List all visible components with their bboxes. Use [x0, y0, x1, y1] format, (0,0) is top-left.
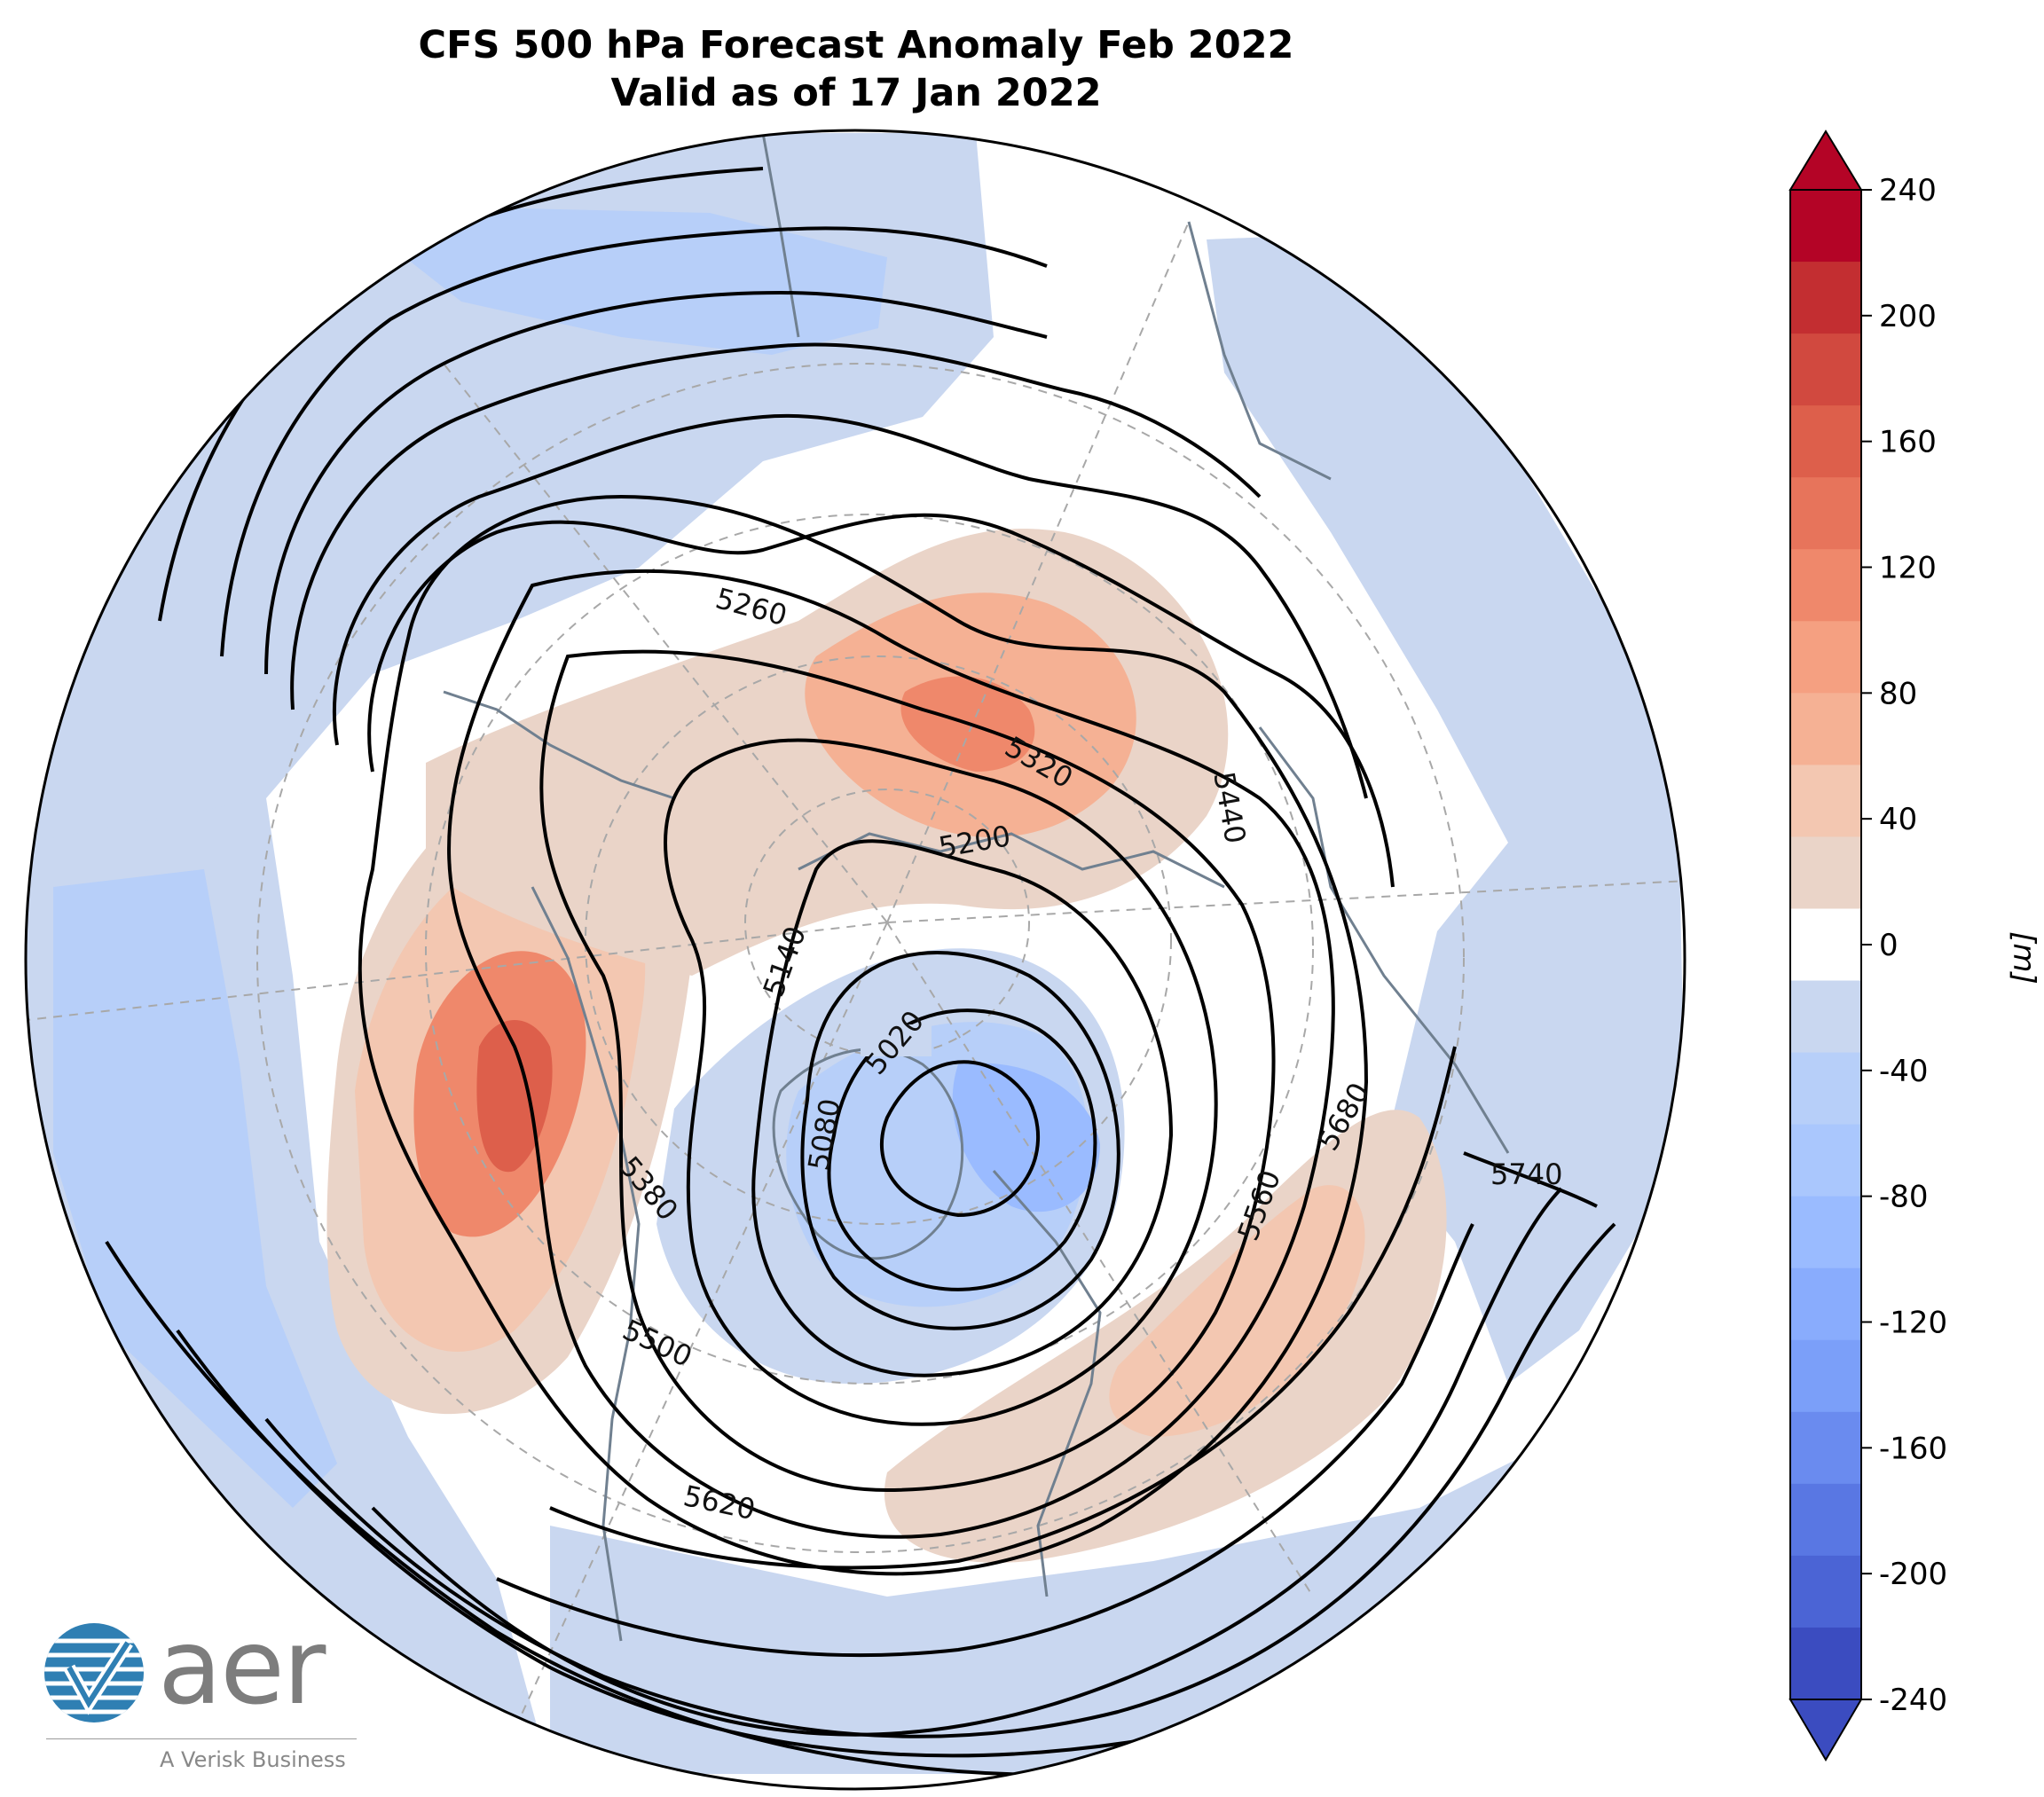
colorbar-segment [1790, 693, 1861, 765]
colorbar-segment [1790, 190, 1861, 263]
colorbar-segment [1790, 621, 1861, 694]
colorbar-segments [1790, 190, 1861, 1700]
colorbar-segment [1790, 1124, 1861, 1197]
colorbar-tick-label: -40 [1879, 1054, 1929, 1089]
colorbar-segment [1790, 1627, 1861, 1700]
colorbar-ticks: 240 200 160 120 80 40 0 -40 -80 -120 -160 -200 -240 [1861, 173, 1947, 1718]
colorbar-segment [1790, 1267, 1861, 1341]
aer-tagline: A Verisk Business [160, 1747, 346, 1772]
colorbar-segment [1790, 405, 1861, 478]
colorbar-tick-label: 120 [1879, 551, 1937, 586]
colorbar-segment [1790, 1196, 1861, 1269]
colorbar-tick-label: 200 [1879, 299, 1937, 334]
colorbar-segment [1790, 908, 1861, 982]
negative-anomaly-east [1207, 231, 1685, 1384]
aer-wordmark: aer [158, 1605, 326, 1728]
colorbar-segment [1790, 262, 1861, 334]
logo-divider [46, 1738, 357, 1739]
colorbar-segment [1790, 836, 1861, 909]
negative-anomaly-trough-core [952, 1063, 1100, 1212]
colorbar-min-arrow [1788, 1699, 1863, 1762]
colorbar-tick-label: 240 [1879, 173, 1937, 208]
colorbar-segment [1790, 765, 1861, 837]
contour-label-5740: 5740 [1490, 1157, 1562, 1191]
colorbar-segment [1790, 1339, 1861, 1413]
map-boundary [24, 129, 1686, 1791]
colorbar-segment [1790, 334, 1861, 406]
colorbar-unit-label: [m] [2006, 931, 2041, 985]
colorbar-tick-label: -160 [1879, 1431, 1947, 1466]
colorbar-segment [1790, 1052, 1861, 1126]
colorbar-segment [1790, 549, 1861, 622]
colorbar-segment [1790, 1555, 1861, 1628]
colorbar-max-arrow [1788, 129, 1863, 191]
colorbar-tick-label: 160 [1879, 425, 1937, 460]
colorbar-tick-label: -240 [1879, 1683, 1947, 1718]
negative-anomaly-north-inner [337, 204, 887, 355]
colorbar-tick-label: -80 [1879, 1180, 1929, 1215]
colorbar-tick-label: 40 [1879, 802, 1917, 837]
colorbar-tick-label: 0 [1879, 928, 1899, 963]
map-subtitle: Valid as of 17 Jan 2022 [610, 71, 1102, 115]
colorbar-tick-label: -200 [1879, 1557, 1947, 1592]
graticule [26, 221, 1685, 1730]
positive-anomaly-pacific-core [476, 1020, 553, 1173]
colorbar-segment [1790, 1483, 1861, 1557]
aer-globe-icon [44, 1623, 144, 1722]
colorbar-tick-label: 80 [1879, 676, 1917, 711]
colorbar-segment [1790, 1411, 1861, 1485]
colorbar-tick-label: -120 [1879, 1306, 1947, 1341]
colorbar-segment [1790, 980, 1861, 1054]
negative-anomaly-west-inner [53, 869, 337, 1508]
aer-logo: aer A Verisk Business [43, 1605, 362, 1772]
map-title: CFS 500 hPa Forecast Anomaly Feb 2022 [418, 23, 1294, 67]
colorbar-segment [1790, 477, 1861, 550]
